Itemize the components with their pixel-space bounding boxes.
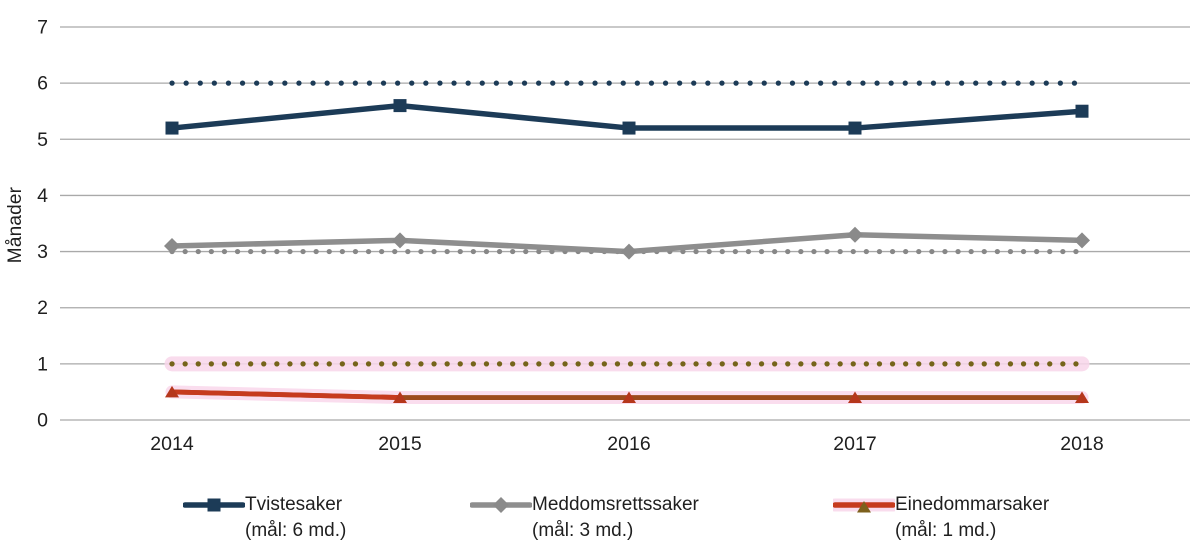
- diamond-marker: [392, 232, 408, 249]
- triangle-marker: [1075, 391, 1089, 404]
- y-tick-label: 1: [37, 353, 48, 375]
- legend-series-target: (mål: 6 md.): [245, 520, 347, 541]
- legend-item-tvistesaker: Tvistesaker (mål: 6 md.): [182, 492, 346, 544]
- square-marker: [848, 121, 862, 135]
- legend-series-target: (mål: 3 md.): [532, 520, 634, 541]
- y-tick-label: 7: [37, 17, 48, 39]
- square-marker: [165, 121, 179, 135]
- y-tick-label: 5: [37, 129, 48, 151]
- x-tick-label: 2015: [378, 433, 422, 455]
- triangle-marker: [848, 391, 862, 404]
- legend-series-name: Tvistesaker: [245, 494, 343, 515]
- square-marker: [622, 121, 636, 135]
- legend-series-target: (mål: 1 md.): [895, 520, 997, 541]
- einedommarsaker-line-sample-icon: [828, 494, 900, 521]
- tvistesaker-line-sample-icon: [182, 494, 246, 521]
- legend-item-meddomsrettssaker: Meddomsrettssaker (mål: 3 md.): [469, 492, 699, 544]
- diamond-marker: [1074, 232, 1090, 249]
- square-marker: [393, 99, 407, 113]
- legend-sample-svg: [182, 498, 246, 512]
- triangle-marker: [857, 501, 871, 513]
- series-line-first-segment: [169, 389, 403, 400]
- y-tick-label: 6: [37, 73, 48, 95]
- legend-item-einedommarsaker: Einedommarsaker (mål: 1 md.): [828, 492, 1049, 544]
- y-tick-label: 0: [37, 410, 48, 432]
- legend-label: Einedommarsaker (mål: 1 md.): [895, 492, 1049, 544]
- x-tick-label: 2016: [607, 433, 650, 455]
- legend-label: Tvistesaker (mål: 6 md.): [245, 492, 346, 544]
- diamond-marker: [847, 226, 863, 243]
- legend: Tvistesaker (mål: 6 md.) Meddomsrettssak…: [0, 490, 1200, 559]
- x-tick-label: 2017: [833, 433, 876, 455]
- triangle-marker: [393, 391, 407, 404]
- meddomsrettssaker-line-sample-icon: [469, 494, 533, 521]
- diamond-marker: [621, 243, 637, 260]
- y-tick-label: 2: [37, 297, 48, 319]
- legend-series-name: Meddomsrettssaker: [532, 494, 699, 515]
- diamond-marker: [493, 497, 509, 513]
- triangle-marker: [622, 391, 636, 404]
- square-marker: [1075, 104, 1089, 118]
- legend-series-name: Einedommarsaker: [895, 494, 1050, 515]
- legend-sample-svg: [469, 497, 533, 513]
- y-axis-title: Månader: [5, 186, 26, 264]
- plot-area: 0 1 2 3 4 5 6 7 2014 2015 2016 2017 2018: [37, 17, 1190, 455]
- triangle-marker: [165, 385, 179, 398]
- square-marker: [207, 498, 221, 512]
- legend-label: Meddomsrettssaker (mål: 3 md.): [532, 492, 699, 544]
- x-tick-label: 2014: [150, 433, 194, 455]
- x-tick-label: 2018: [1060, 433, 1103, 455]
- y-tick-label: 4: [37, 185, 48, 207]
- diamond-marker: [164, 237, 180, 254]
- legend-sample-svg: [828, 498, 900, 513]
- y-tick-label: 3: [37, 241, 48, 263]
